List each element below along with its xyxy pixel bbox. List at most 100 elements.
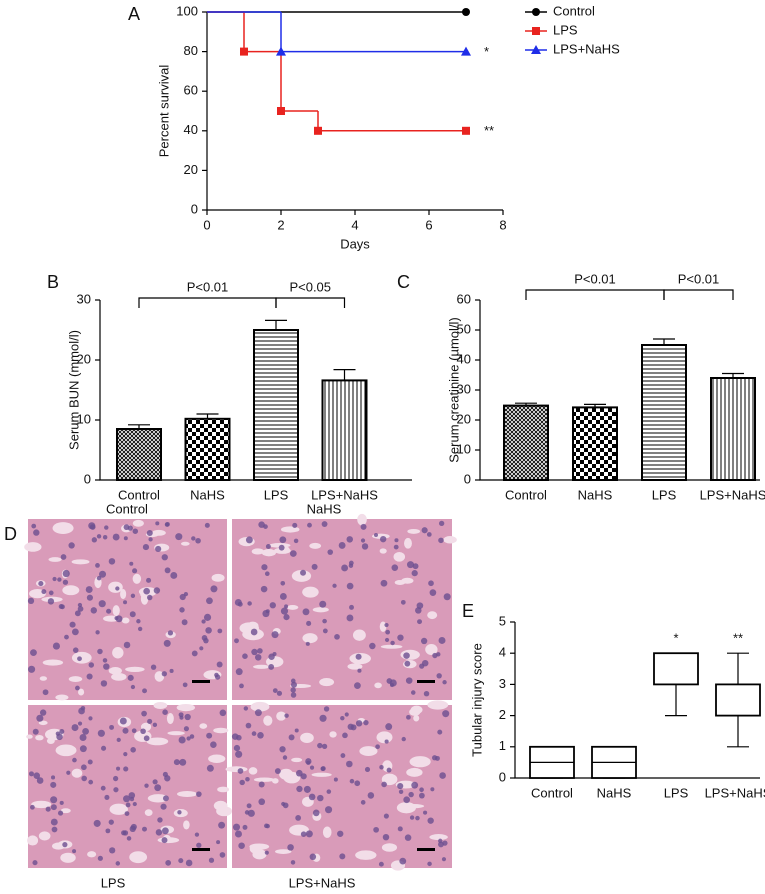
nucleus xyxy=(143,587,150,595)
lumen xyxy=(42,659,64,666)
nucleus xyxy=(386,767,392,773)
x-tick-label: NaHS xyxy=(578,487,613,502)
x-tick-label: LPS xyxy=(652,487,677,502)
nucleus xyxy=(160,803,167,810)
nucleus xyxy=(245,776,250,782)
lumen xyxy=(250,701,270,712)
lumen xyxy=(129,851,148,864)
lumen xyxy=(309,542,322,549)
nucleus xyxy=(383,813,389,819)
nucleus xyxy=(189,734,195,739)
nucleus xyxy=(398,789,404,795)
nucleus xyxy=(432,755,438,761)
nucleus xyxy=(75,685,80,691)
nucleus xyxy=(348,563,354,568)
lumen xyxy=(71,768,83,778)
nucleus xyxy=(307,522,312,528)
lumen xyxy=(427,700,449,710)
nucleus xyxy=(81,775,87,782)
marker xyxy=(276,46,286,56)
nucleus xyxy=(367,792,375,799)
nucleus xyxy=(294,728,299,733)
nucleus xyxy=(317,742,323,749)
nucleus xyxy=(411,781,419,789)
nucleus xyxy=(332,583,337,588)
lumen xyxy=(393,551,406,562)
nucleus xyxy=(419,792,425,799)
lumen xyxy=(125,666,145,672)
nucleus xyxy=(268,653,275,660)
nucleus xyxy=(308,793,316,801)
nucleus xyxy=(264,571,270,577)
nucleus xyxy=(437,729,443,735)
lumen xyxy=(208,754,226,763)
nucleus xyxy=(50,781,57,788)
nucleus xyxy=(251,731,257,736)
nucleus xyxy=(191,536,196,541)
nucleus xyxy=(257,732,264,739)
bar xyxy=(503,404,549,482)
panel-label: C xyxy=(397,272,410,292)
box xyxy=(715,683,761,717)
nucleus xyxy=(346,760,353,768)
nucleus xyxy=(384,739,389,744)
y-tick-label: 0 xyxy=(191,201,198,216)
nucleus xyxy=(295,815,302,821)
nucleus xyxy=(90,607,98,614)
nucleus xyxy=(62,579,69,585)
lumen xyxy=(213,727,229,734)
nucleus xyxy=(72,757,77,763)
nucleus xyxy=(91,537,97,543)
nucleus xyxy=(155,521,160,526)
nucleus xyxy=(282,755,288,760)
nucleus xyxy=(404,834,412,841)
lumen xyxy=(199,723,208,729)
nucleus xyxy=(426,532,432,537)
nucleus xyxy=(123,641,131,649)
nucleus xyxy=(338,541,346,549)
nucleus xyxy=(130,593,136,598)
nucleus xyxy=(317,794,324,802)
nucleus xyxy=(401,736,406,742)
nucleus xyxy=(321,743,328,749)
lumen xyxy=(108,666,122,675)
nucleus xyxy=(218,821,226,829)
lumen xyxy=(300,732,314,744)
lumen xyxy=(176,703,196,712)
nucleus xyxy=(397,782,404,790)
lumen xyxy=(68,676,83,682)
nucleus xyxy=(439,772,446,779)
lumen xyxy=(347,663,363,670)
nucleus xyxy=(100,680,108,687)
nucleus xyxy=(58,604,64,609)
nucleus xyxy=(319,714,327,722)
axes xyxy=(206,12,503,211)
nucleus xyxy=(290,692,297,698)
nucleus xyxy=(287,844,294,851)
nucleus xyxy=(257,648,263,654)
nucleus xyxy=(102,658,108,663)
nucleus xyxy=(429,589,437,596)
lumen xyxy=(280,526,300,533)
nucleus xyxy=(136,619,141,624)
nucleus xyxy=(102,535,108,540)
y-axis-label: Serum creatinine (µmol/l) xyxy=(446,317,461,462)
nucleus xyxy=(242,824,248,830)
nucleus xyxy=(77,656,82,662)
nucleus xyxy=(384,637,390,643)
nucleus xyxy=(88,662,95,668)
nucleus xyxy=(109,724,115,730)
nucleus xyxy=(113,787,119,793)
legend-label: Control xyxy=(553,3,595,18)
nucleus xyxy=(399,857,407,865)
nucleus xyxy=(419,787,424,793)
nucleus xyxy=(203,637,209,644)
y-tick-label: 40 xyxy=(184,122,198,137)
nucleus xyxy=(290,860,296,865)
nucleus xyxy=(322,618,327,624)
scale-bar xyxy=(192,680,210,683)
nucleus xyxy=(161,837,168,844)
lumen xyxy=(87,851,97,858)
y-tick-label: 20 xyxy=(184,162,198,177)
